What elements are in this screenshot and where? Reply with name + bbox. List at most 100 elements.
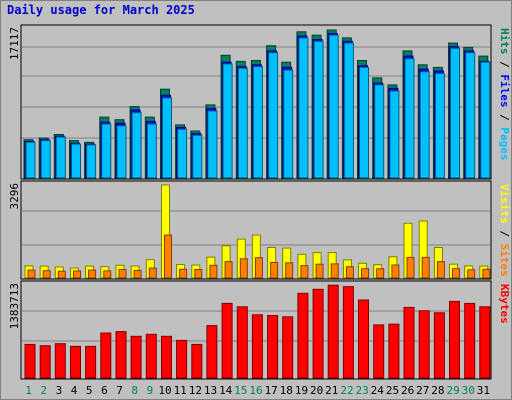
x-tick-label-day-25: 25 xyxy=(386,384,399,397)
x-tick-label-day-18: 18 xyxy=(280,384,293,397)
bar-kbytes-day-22 xyxy=(342,286,354,379)
legend-item-files: Files xyxy=(498,74,511,107)
bar-kbytes-day-26 xyxy=(403,306,415,379)
x-tick-label-day-6: 6 xyxy=(101,384,108,397)
bar-pages-day-30 xyxy=(465,52,476,179)
x-tick-label-day-11: 11 xyxy=(174,384,187,397)
legend-separator: / xyxy=(498,108,511,128)
bar-pages-day-20 xyxy=(313,40,324,179)
bar-pages-day-25 xyxy=(389,90,400,179)
x-tick-label-day-23: 23 xyxy=(355,384,368,397)
x-tick-label-day-8: 8 xyxy=(131,384,138,397)
x-tick-label-day-21: 21 xyxy=(325,384,338,397)
bar-kbytes-day-1 xyxy=(24,343,36,379)
bar-sites-day-1 xyxy=(27,269,36,279)
bar-pages-day-26 xyxy=(404,58,415,179)
bar-kbytes-day-31 xyxy=(479,306,491,379)
x-tick-label-day-20: 20 xyxy=(310,384,323,397)
bar-pages-day-5 xyxy=(86,144,97,179)
bar-sites-day-26 xyxy=(406,256,415,279)
x-tick-label-day-7: 7 xyxy=(116,384,123,397)
bar-sites-day-13 xyxy=(209,264,218,279)
scale-max-label-visits-sites: 3296 xyxy=(8,183,21,210)
legend-hits-files-pages: Hits / Files / Pages xyxy=(498,28,511,161)
bar-kbytes-day-9 xyxy=(145,333,157,379)
x-tick-label-day-24: 24 xyxy=(371,384,385,397)
bar-kbytes-day-28 xyxy=(433,312,445,379)
bar-kbytes-day-24 xyxy=(373,324,385,379)
x-tick-label-day-27: 27 xyxy=(416,384,429,397)
bar-pages-day-11 xyxy=(177,128,188,179)
x-tick-label-day-28: 28 xyxy=(431,384,444,397)
x-tick-label-day-19: 19 xyxy=(295,384,308,397)
bar-sites-day-18 xyxy=(285,262,294,279)
bar-pages-day-8 xyxy=(131,112,142,179)
bar-sites-day-22 xyxy=(345,266,354,279)
bar-sites-day-17 xyxy=(270,262,279,279)
bar-pages-day-7 xyxy=(116,125,127,179)
legend-item-pages: Pages xyxy=(498,127,511,160)
bar-sites-day-29 xyxy=(452,268,460,279)
bar-kbytes-day-15 xyxy=(236,306,248,379)
scale-max-label-kbytes: 1383713 xyxy=(8,283,21,329)
x-tick-label-day-14: 14 xyxy=(219,384,233,397)
bar-pages-day-19 xyxy=(298,37,309,179)
legend-item-kbytes: KBytes xyxy=(498,284,511,324)
x-tick-label-day-17: 17 xyxy=(265,384,278,397)
bar-sites-day-20 xyxy=(315,263,324,279)
bar-sites-day-28 xyxy=(436,261,445,279)
bar-pages-day-4 xyxy=(71,143,81,179)
bar-kbytes-day-11 xyxy=(176,339,188,379)
bar-sites-day-5 xyxy=(88,269,97,279)
bar-pages-day-9 xyxy=(146,123,157,179)
bar-pages-day-21 xyxy=(328,34,339,179)
bar-sites-day-27 xyxy=(421,256,430,279)
bar-kbytes-day-23 xyxy=(358,299,369,379)
x-tick-label-day-5: 5 xyxy=(86,384,93,397)
bar-pages-day-14 xyxy=(222,63,233,179)
bar-kbytes-day-2 xyxy=(39,345,51,379)
bar-sites-day-9 xyxy=(148,267,157,279)
bar-pages-day-29 xyxy=(450,47,460,179)
bar-kbytes-day-18 xyxy=(282,316,294,379)
bar-kbytes-day-25 xyxy=(388,323,400,379)
bar-sites-day-10 xyxy=(164,234,172,279)
bar-pages-day-22 xyxy=(343,42,354,179)
bar-kbytes-day-14 xyxy=(221,302,233,379)
bar-sites-day-8 xyxy=(133,269,142,279)
legend-visits-sites: Visits / Sites xyxy=(498,184,511,277)
legend-item-sites: Sites xyxy=(498,244,511,277)
bar-sites-day-2 xyxy=(42,270,51,279)
bar-sites-day-25 xyxy=(391,264,400,279)
x-tick-label-day-3: 3 xyxy=(56,384,63,397)
bar-pages-day-13 xyxy=(207,110,218,179)
bar-pages-day-12 xyxy=(192,134,203,179)
bar-pages-day-3 xyxy=(55,136,66,179)
bar-kbytes-day-17 xyxy=(267,315,279,379)
x-tick-label-day-9: 9 xyxy=(147,384,154,397)
x-tick-label-day-26: 26 xyxy=(401,384,414,397)
bar-kbytes-day-29 xyxy=(449,300,460,379)
bar-kbytes-day-8 xyxy=(130,335,142,379)
bar-sites-day-24 xyxy=(376,268,385,279)
x-tick-label-day-4: 4 xyxy=(71,384,78,397)
bar-kbytes-day-16 xyxy=(251,314,263,379)
bar-sites-day-4 xyxy=(73,270,81,279)
bar-pages-day-27 xyxy=(419,71,430,179)
legend-item-visits: Visits xyxy=(498,184,511,224)
bar-pages-day-16 xyxy=(252,66,263,179)
x-tick-label-day-31: 31 xyxy=(477,384,490,397)
legend-separator: / xyxy=(498,55,511,75)
x-tick-label-day-10: 10 xyxy=(158,384,171,397)
bar-pages-day-10 xyxy=(162,97,172,179)
bar-pages-day-17 xyxy=(268,52,279,179)
bar-kbytes-day-10 xyxy=(161,335,172,379)
legend-separator: / xyxy=(498,224,511,244)
bar-pages-day-31 xyxy=(480,61,491,179)
x-tick-label-day-12: 12 xyxy=(189,384,202,397)
bar-kbytes-day-3 xyxy=(54,343,66,379)
bar-pages-day-1 xyxy=(25,141,36,179)
x-tick-label-day-30: 30 xyxy=(462,384,475,397)
